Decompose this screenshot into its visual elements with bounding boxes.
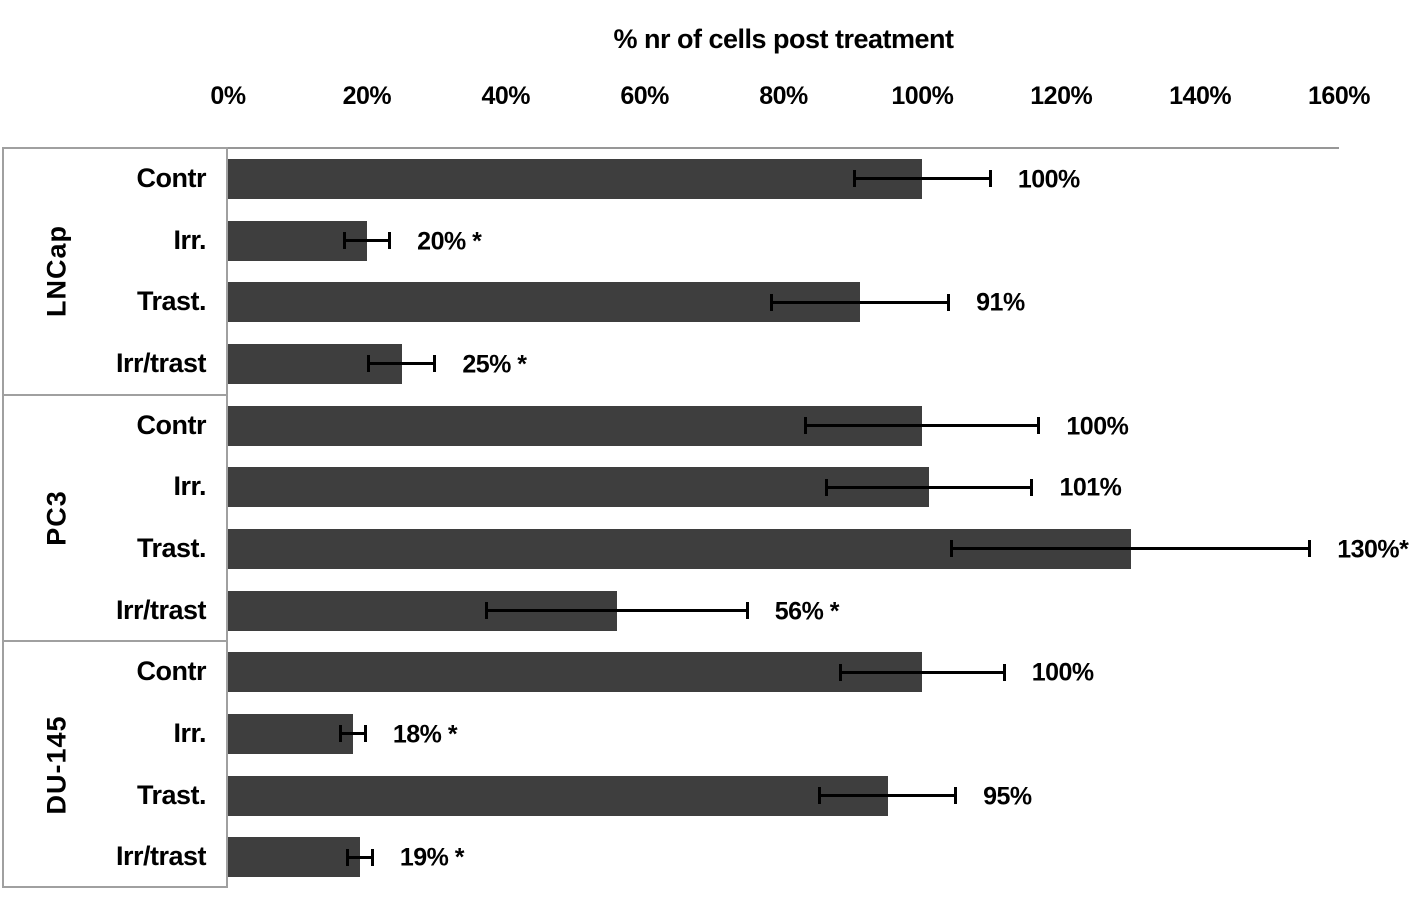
- error-bar-cap-left: [852, 170, 856, 188]
- value-label: 18% *: [392, 720, 458, 749]
- error-bar-line: [852, 177, 992, 181]
- error-bar-cap-right: [1030, 478, 1034, 496]
- category-label: Contr: [136, 409, 207, 440]
- error-bar-cap-left: [346, 848, 350, 866]
- bar-LNCap-Trast.: [228, 282, 860, 323]
- x-axis-tick-label: 60%: [620, 82, 669, 110]
- error-bar-line: [366, 362, 437, 366]
- x-axis-tick-label: 160%: [1308, 82, 1370, 110]
- category-label: Trast.: [136, 532, 207, 563]
- error-bar-line: [484, 609, 749, 612]
- x-axis-tick-label: 140%: [1169, 82, 1232, 110]
- bar-LNCap-Contr: [228, 158, 923, 199]
- group-separator: [2, 393, 228, 396]
- error-bar-cap-right: [954, 787, 958, 804]
- error-bar-cap-left: [818, 787, 822, 804]
- error-bar-cap-right: [988, 170, 992, 188]
- error-bar-cap-left: [342, 232, 346, 249]
- x-axis-tick-label: 0%: [210, 82, 246, 110]
- error-bar-line: [342, 239, 392, 242]
- bar-PC3-Irr.: [228, 467, 930, 508]
- category-label: Trast.: [136, 779, 207, 810]
- error-bar-cap-right: [1037, 417, 1041, 434]
- value-label: 100%: [1017, 165, 1080, 194]
- bar-DU-145-Contr: [228, 652, 923, 693]
- error-bar-line: [839, 670, 1006, 674]
- error-bar-line: [950, 547, 1312, 551]
- error-bar-cap-right: [363, 725, 367, 743]
- x-axis-tick-label: 100%: [891, 82, 954, 110]
- error-bar-cap-left: [825, 478, 829, 496]
- category-label: Contr: [136, 656, 207, 687]
- error-bar-line: [339, 732, 367, 736]
- category-label: Contr: [136, 162, 207, 193]
- error-bar-cap-left: [769, 293, 773, 311]
- value-label: 95%: [983, 782, 1032, 810]
- category-label: Irr.: [173, 471, 206, 502]
- value-label: 100%: [1031, 658, 1094, 687]
- error-bar-cap-right: [433, 355, 437, 373]
- error-bar-cap-left: [484, 602, 488, 619]
- error-bar-line: [804, 424, 1041, 427]
- category-label: Irr/trast: [115, 347, 207, 378]
- x-axis-tick-label: 80%: [759, 82, 808, 110]
- x-axis-tick-label: 20%: [342, 82, 392, 110]
- group-separator: [2, 640, 228, 643]
- value-label: 25% *: [462, 350, 527, 379]
- value-label: 19% *: [399, 843, 465, 872]
- value-label: 91%: [976, 288, 1025, 317]
- bar-DU-145-Trast.: [228, 775, 888, 816]
- error-bar-cap-right: [1308, 540, 1312, 558]
- error-bar-cap-left: [339, 725, 343, 743]
- error-bar-cap-right: [1002, 663, 1006, 681]
- category-label: Trast.: [136, 286, 207, 317]
- bar-DU-145-Irr/trast: [228, 837, 360, 878]
- category-label-panel: [2, 147, 228, 888]
- category-label: Irr/trast: [115, 841, 207, 872]
- bar-DU-145-Irr.: [228, 713, 353, 754]
- error-bar-cap-left: [366, 355, 370, 373]
- error-bar-line: [825, 485, 1034, 489]
- category-label: Irr.: [173, 717, 206, 748]
- error-bar-cap-left: [839, 663, 843, 681]
- error-bar-cap-right: [370, 848, 374, 866]
- error-bar-line: [769, 300, 951, 304]
- error-bar-line: [818, 794, 958, 797]
- error-bar-line: [346, 855, 374, 859]
- value-label: 56% *: [774, 597, 840, 625]
- error-bar-cap-right: [745, 602, 749, 619]
- value-label: 20% *: [417, 227, 482, 255]
- error-bar-cap-left: [950, 540, 954, 558]
- value-label: 101%: [1059, 473, 1122, 502]
- error-bar-cap-left: [804, 417, 808, 434]
- chart-title: % nr of cells post treatment: [613, 24, 954, 54]
- x-axis-tick-label: 120%: [1030, 82, 1093, 110]
- axis-top-line: [2, 147, 1339, 149]
- category-label: Irr/trast: [115, 594, 207, 625]
- category-label: Irr.: [173, 224, 206, 255]
- value-label: 130%*: [1337, 535, 1409, 564]
- error-bar-cap-right: [947, 293, 951, 311]
- value-label: 100%: [1066, 412, 1129, 440]
- error-bar-cap-right: [388, 232, 392, 249]
- x-axis-tick-label: 40%: [481, 82, 531, 110]
